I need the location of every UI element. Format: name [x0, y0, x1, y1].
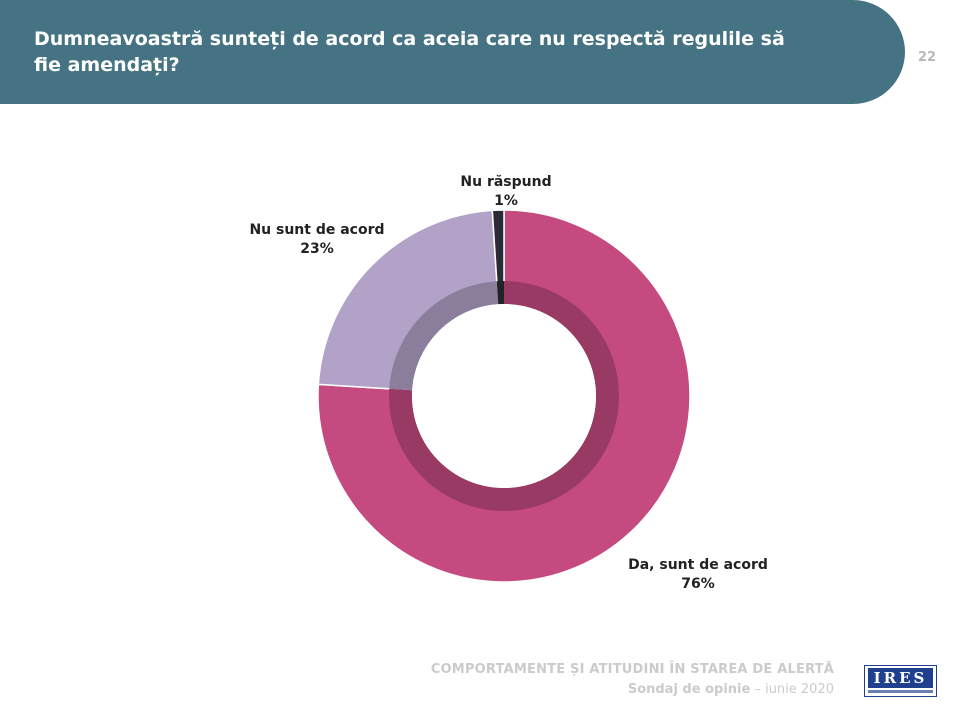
page-number: 22 — [918, 50, 937, 65]
label-nr-name: Nu răspund — [460, 174, 551, 190]
label-nu-name: Nu sunt de acord — [249, 222, 384, 238]
slide-title: Dumneavoastră sunteți de acord ca aceia … — [34, 28, 785, 76]
footer-subtitle-rest: – iunie 2020 — [750, 682, 834, 697]
label-nu-sunt-de-acord: Nu sunt de acord 23% — [249, 222, 384, 257]
label-da-sunt-de-acord: Da, sunt de acord 76% — [628, 557, 768, 592]
label-nu-raspund: Nu răspund 1% — [460, 174, 551, 209]
header-banner — [0, 0, 905, 104]
label-da-value: 76% — [681, 576, 715, 592]
label-nr-value: 1% — [494, 193, 518, 209]
footer-subtitle: Sondaj de opinie – iunie 2020 — [628, 682, 834, 697]
logo-text: IRES — [868, 668, 933, 688]
footer-title: COMPORTAMENTE ȘI ATITUDINI ÎN STAREA DE … — [430, 662, 834, 677]
logo-strip — [868, 690, 933, 693]
donut-hole — [412, 304, 596, 488]
slice-shadow-2 — [496, 281, 504, 305]
label-da-name: Da, sunt de acord — [628, 557, 768, 573]
slice-shadow-1 — [389, 281, 499, 391]
footer-subtitle-bold: Sondaj de opinie — [627, 682, 751, 697]
label-nu-value: 23% — [300, 241, 334, 257]
ires-logo: IRES — [864, 665, 937, 697]
